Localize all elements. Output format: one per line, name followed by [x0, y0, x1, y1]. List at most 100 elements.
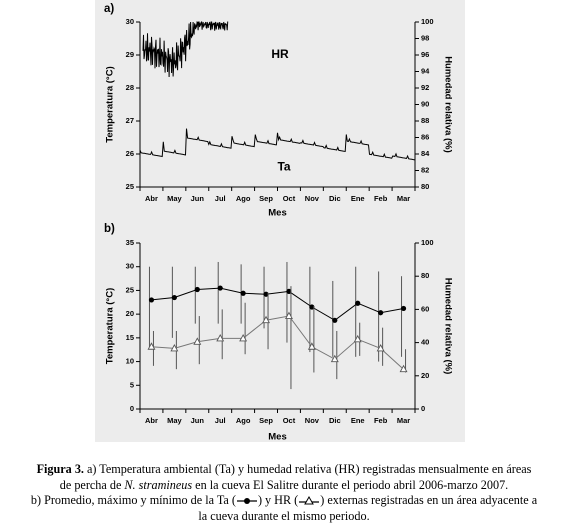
panel-a-x-tick-label: Dic — [329, 194, 341, 203]
series-hr-line — [142, 21, 229, 78]
series-ta-point — [355, 300, 361, 306]
series-hr-point — [239, 333, 248, 342]
panel-b-x-tick-label: Nov — [305, 416, 320, 425]
series-hr-point — [285, 311, 293, 319]
panel-a-x-tick-label: Jul — [215, 194, 226, 203]
panel-b-x-tick-label: Ene — [351, 416, 365, 425]
panel-a-left-tick-label: 29 — [126, 50, 134, 59]
panel-a-right-tick-label: 98 — [421, 33, 429, 42]
series-ta-point — [400, 305, 407, 312]
series-ta-point — [263, 291, 269, 297]
series-hr-label: HR — [271, 47, 289, 61]
series-hr-point — [376, 343, 385, 352]
panel-a-x-tick-label: May — [167, 194, 182, 203]
panel-a-x-tick-label: Ene — [351, 194, 365, 203]
panel-a-left-axis-title: Temperatura (°C) — [105, 66, 116, 142]
panel-b-x-tick-label: Dic — [329, 416, 341, 425]
panel-a-left-tick-label: 26 — [126, 149, 134, 158]
panel-a-x-tick-label: Jun — [191, 194, 205, 203]
caption-line-2-post: en la cueva El Salitre durante el period… — [195, 477, 509, 492]
panel-a-left-tick-label: 28 — [126, 83, 134, 92]
series-hr-point — [262, 315, 270, 324]
caption-species-name: N. stramineus — [124, 477, 193, 492]
panel-b-x-tick-label: Ago — [236, 416, 251, 425]
panel-a-label: a) — [104, 3, 114, 15]
panel-a-x-tick-label: Sep — [259, 194, 273, 203]
caption-line-3-pre: b) Promedio, máximo y mínimo de la Ta ( — [30, 493, 236, 507]
series-ta-point — [171, 294, 177, 301]
panel-b-left-tick-label: 15 — [126, 333, 134, 342]
panel-b-x-tick-label: Jun — [191, 416, 205, 425]
series-hr-point — [399, 364, 408, 373]
series-ta-point — [240, 290, 246, 296]
panel-a-x-tick-label: Mar — [397, 194, 410, 203]
panel-b-x-axis-title: Mes — [268, 432, 286, 443]
series-ta-point — [217, 285, 223, 291]
panel-b-x-tick-label: Jul — [215, 416, 226, 425]
series-ta-line — [151, 287, 404, 321]
panel-a-x-tick-label: Abr — [145, 194, 158, 203]
panel-a-x-tick-label: Feb — [374, 194, 388, 203]
series-hr-point — [193, 337, 202, 345]
series-ta-point — [194, 286, 200, 293]
panel-a-x-tick-label: Oct — [283, 194, 296, 203]
series-hr-point — [170, 343, 179, 352]
series-hr-point — [307, 342, 316, 350]
panel-a-right-axis-title: Humedad relativa (%) — [442, 56, 453, 153]
figure-caption: Figura 3. a) Temperatura ambiental (Ta) … — [0, 462, 568, 524]
panel-b-left-tick-label: 20 — [126, 309, 134, 318]
panel-b-left-tick-label: 30 — [126, 262, 134, 271]
panel-b-left-tick-label: 0 — [130, 404, 134, 413]
panel-b-right-tick-label: 80 — [421, 271, 429, 280]
series-hr-point — [147, 342, 156, 350]
caption-line-4-text: la cueva durante el mismo periodo. — [198, 508, 370, 523]
panel-a-right-tick-label: 84 — [421, 149, 430, 158]
series-ta-point — [148, 297, 155, 303]
caption-line-2-pre: de percha de — [59, 477, 122, 492]
series-hr-point — [216, 333, 225, 342]
panel-a-right-tick-label: 96 — [421, 50, 429, 59]
panel-b-x-tick-label: May — [167, 416, 182, 425]
legend-hr-open-triangle-icon — [299, 496, 320, 505]
series-hr-point — [330, 354, 339, 363]
caption-line-4: la cueva durante el mismo periodo. — [0, 509, 568, 525]
panel-a-right-tick-label: 94 — [421, 66, 430, 75]
panel-b-left-tick-label: 25 — [126, 285, 134, 294]
caption-line-2: de percha de N. stramineus en la cueva E… — [0, 478, 568, 494]
panel-a-right-tick-label: 86 — [421, 132, 429, 141]
panel-a-left-tick-label: 30 — [126, 17, 134, 26]
legend-ta-filled-circle-icon — [236, 498, 257, 505]
panel-b-x-tick-label: Sep — [259, 416, 273, 425]
panel-b-right-tick-label: 0 — [421, 404, 425, 413]
series-ta-line — [139, 128, 416, 161]
series-ta-point — [332, 317, 338, 323]
panel-b-x-tick-label: Oct — [283, 416, 296, 425]
panel-b-right-tick-label: 100 — [421, 238, 434, 247]
series-hr-line — [151, 315, 404, 370]
caption-line-1: Figura 3. a) Temperatura ambiental (Ta) … — [0, 462, 568, 478]
panel-a-x-tick-label: Nov — [305, 194, 320, 203]
caption-line-3-mid: ) y HR ( — [257, 493, 299, 507]
series-ta-point — [286, 288, 292, 294]
panel-b-x-tick-label: Feb — [374, 416, 388, 425]
panel-a-right-tick-label: 90 — [421, 99, 429, 108]
panel-b-left-axis-title: Temperatura (°C) — [105, 288, 116, 364]
panel-b-x-tick-label: Mar — [397, 416, 410, 425]
panel-b-right-tick-label: 40 — [421, 338, 429, 347]
chart-figure: a)25262728293080828486889092949698100Abr… — [104, 3, 453, 443]
caption-line-1-text: a) Temperatura ambiental (Ta) y humedad … — [87, 462, 532, 476]
panel-b-label: b) — [104, 223, 115, 235]
panel-a-left-tick-label: 27 — [126, 116, 134, 125]
panel-a-right-tick-label: 82 — [421, 165, 429, 174]
series-ta-point — [309, 304, 315, 310]
series-ta-point — [378, 310, 384, 316]
series-ta-label: Ta — [277, 159, 290, 173]
panel-a-left-tick-label: 25 — [126, 182, 134, 191]
panel-b-right-tick-label: 20 — [421, 371, 429, 380]
panel-b-left-tick-label: 5 — [130, 380, 134, 389]
panel-a-right-tick-label: 80 — [421, 182, 429, 191]
panel-b-left-tick-label: 35 — [126, 238, 134, 247]
panel-b-right-tick-label: 60 — [421, 304, 429, 313]
panel-b-left-tick-label: 10 — [126, 357, 134, 366]
caption-line-3: b) Promedio, máximo y mínimo de la Ta ()… — [0, 493, 568, 509]
